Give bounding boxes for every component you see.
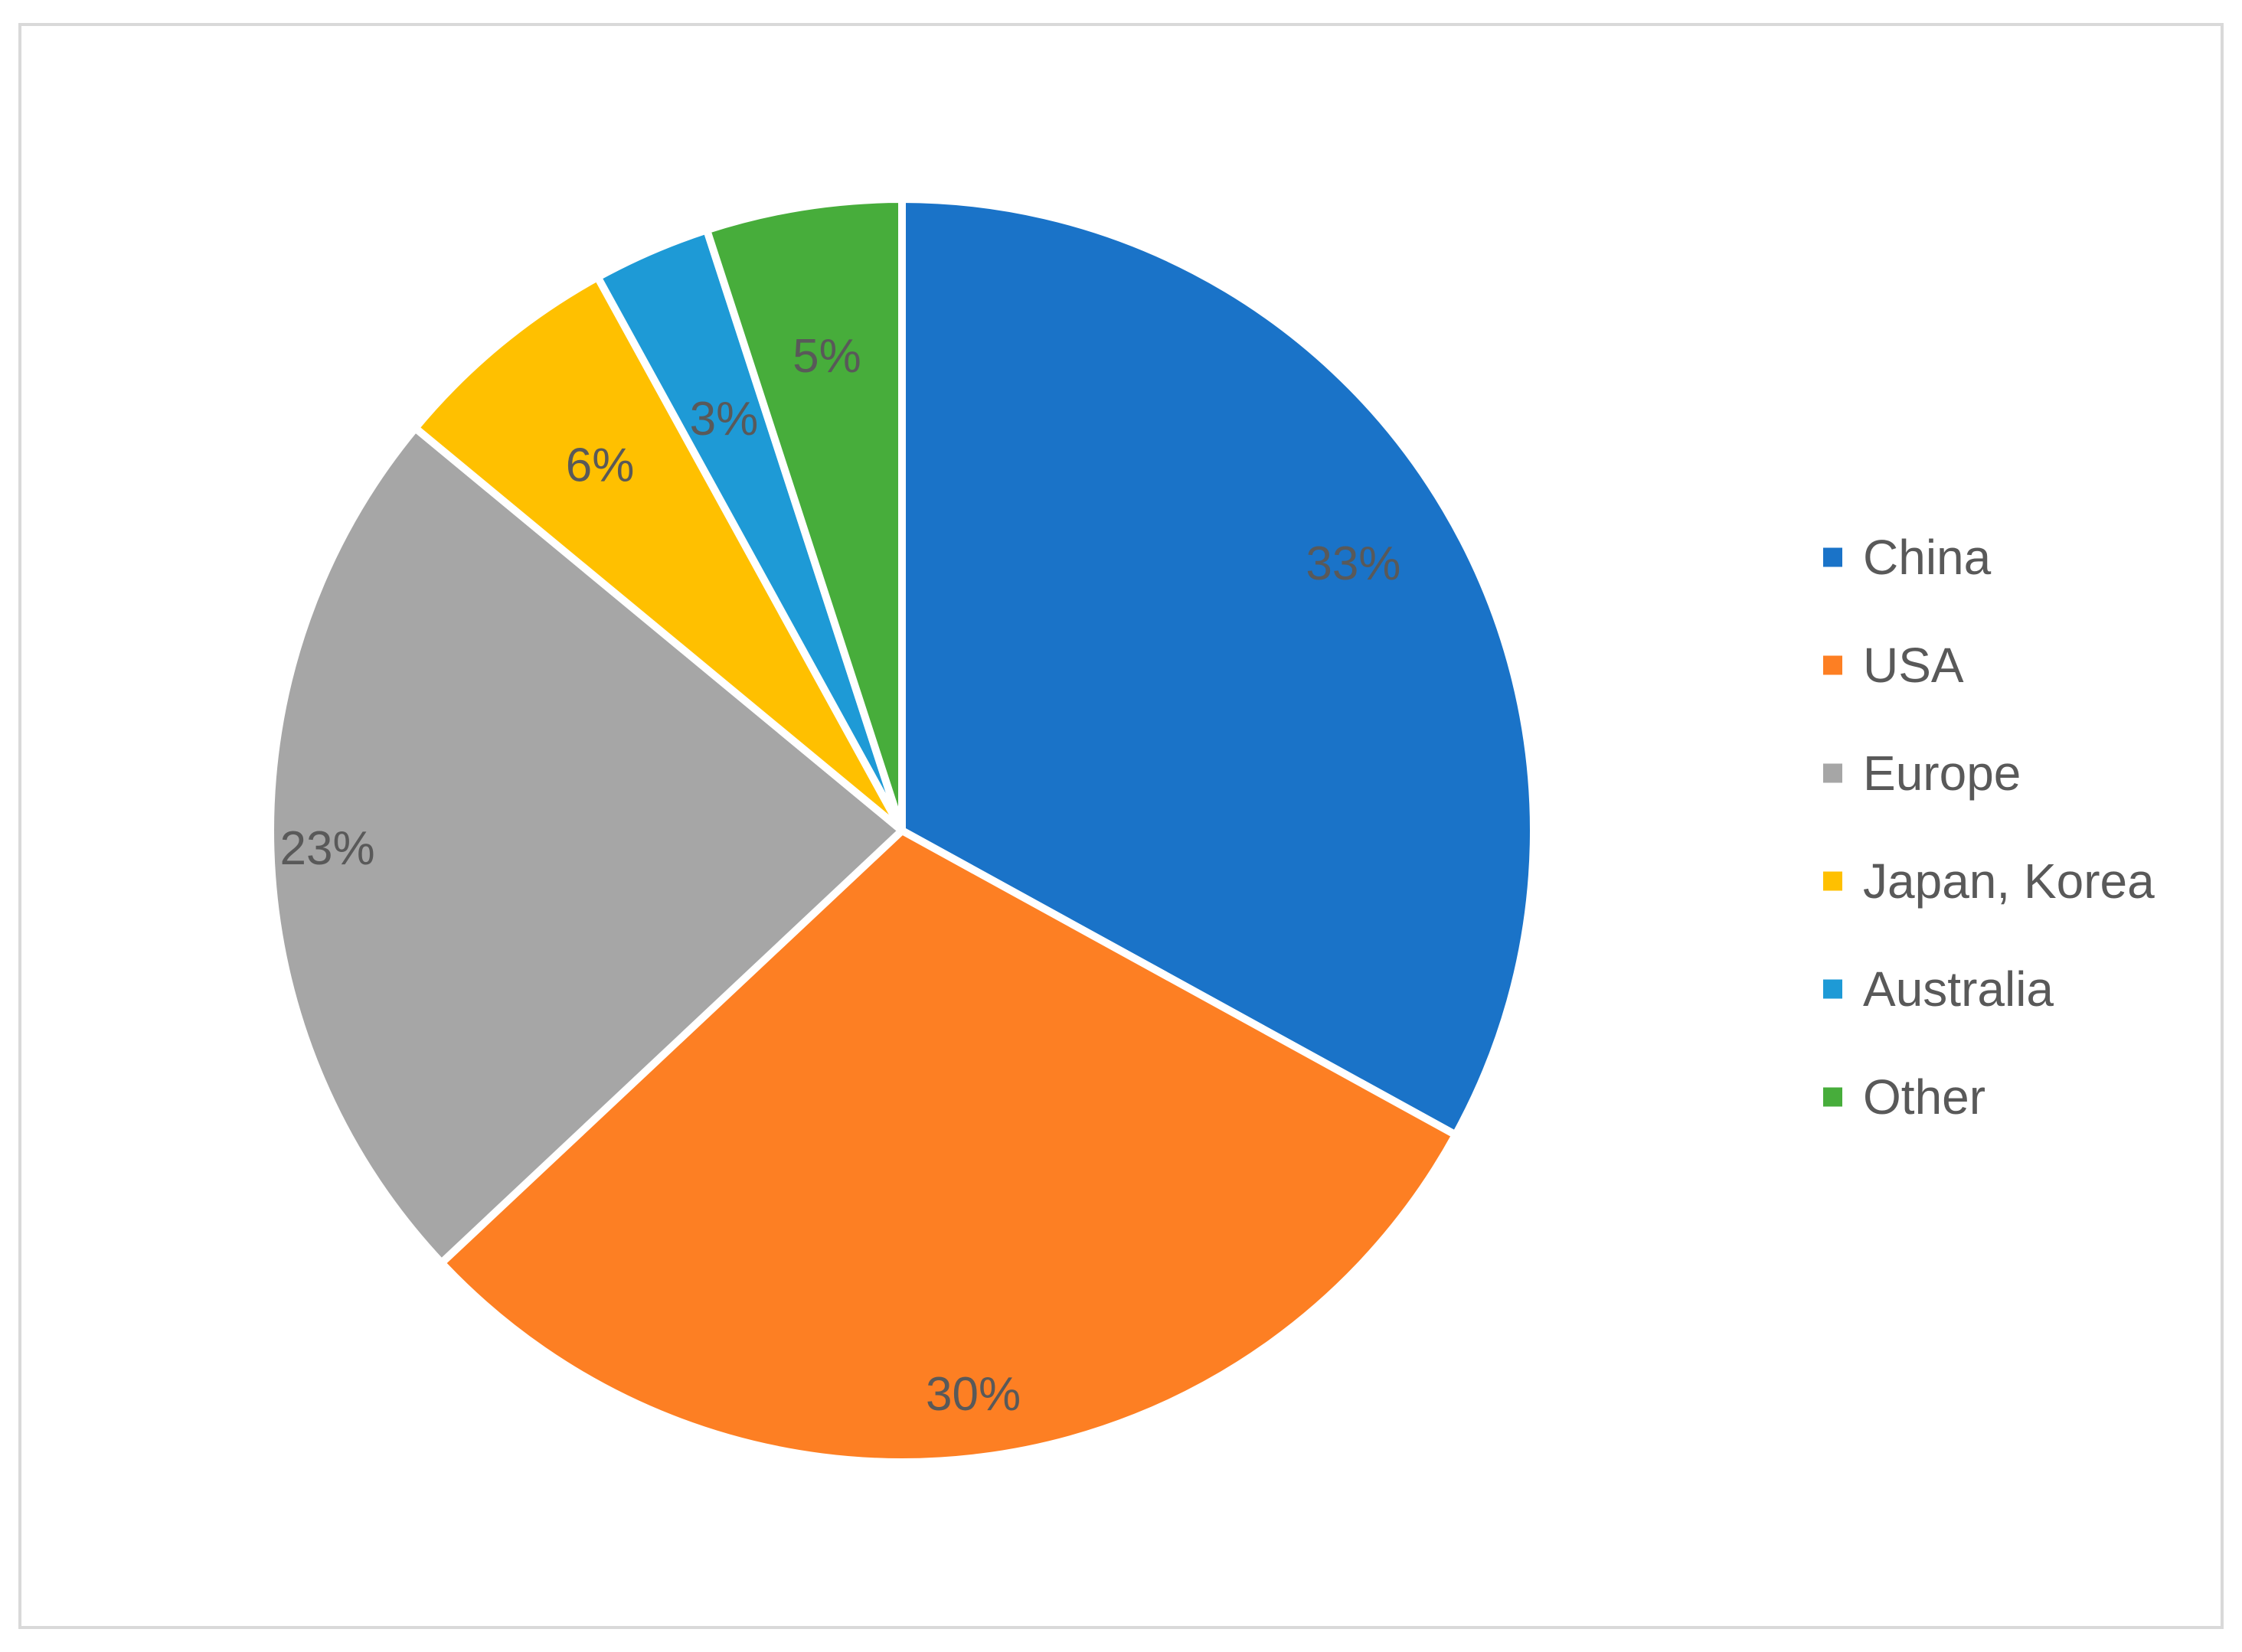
chart-legend: China USA Europe Japan, Korea Australia Other <box>1823 530 2155 1125</box>
legend-item-australia: Australia <box>1823 961 2054 1017</box>
pie-slice-japan-korea <box>410 272 906 834</box>
data-label-usa: 30% <box>926 1368 1021 1421</box>
legend-swatch-japan-korea <box>1823 871 1842 891</box>
pie-slice-europe <box>266 423 908 1268</box>
legend-swatch-australia <box>1823 979 1842 999</box>
legend-item-other: Other <box>1823 1069 1985 1125</box>
pie-data-labels: 33% 30% 23% 6% 3% 5% <box>280 330 1401 1421</box>
legend-label-usa: USA <box>1863 638 1964 693</box>
legend-swatch-europe <box>1823 763 1842 783</box>
legend-swatch-usa <box>1823 655 1842 675</box>
legend-item-china: China <box>1823 530 1992 585</box>
data-label-japan-korea: 6% <box>566 439 635 492</box>
legend-swatch-other <box>1823 1087 1842 1107</box>
pie-slice-usa <box>436 825 1461 1466</box>
data-label-other: 5% <box>793 330 861 383</box>
legend-label-china: China <box>1863 530 1992 585</box>
pie-slice-china <box>898 194 1538 1141</box>
data-label-china: 33% <box>1306 537 1400 590</box>
legend-item-europe: Europe <box>1823 746 2021 801</box>
legend-label-other: Other <box>1863 1069 1985 1125</box>
legend-label-europe: Europe <box>1863 746 2021 801</box>
legend-label-japan-korea: Japan, Korea <box>1863 854 2155 909</box>
data-label-australia: 3% <box>690 393 759 446</box>
legend-item-japan-korea: Japan, Korea <box>1823 854 2155 909</box>
pie-slice-other <box>701 194 906 832</box>
legend-item-usa: USA <box>1823 638 1964 693</box>
data-label-europe: 23% <box>280 822 375 875</box>
legend-swatch-china <box>1823 547 1842 567</box>
legend-label-australia: Australia <box>1863 961 2054 1017</box>
pie-slices <box>266 194 1538 1466</box>
